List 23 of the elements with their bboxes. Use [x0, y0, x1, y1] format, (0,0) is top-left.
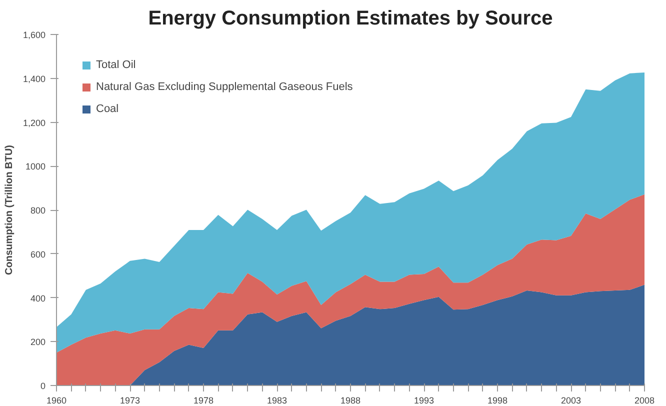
x-tick-label: 1973: [120, 396, 140, 406]
y-tick-label: 0: [40, 381, 46, 391]
chart-title: Energy Consumption Estimates by Source: [148, 8, 553, 30]
y-tick-label: 400: [30, 293, 46, 304]
y-tick-label: 1,200: [22, 118, 46, 128]
y-tick-label: 200: [30, 337, 46, 348]
x-tick-label: 2008: [634, 396, 655, 406]
x-tick-label: 2003: [560, 396, 582, 406]
legend-label: Total Oil: [96, 59, 136, 71]
y-axis-title: Consumption (Trillion BTU): [4, 145, 15, 275]
x-tick-label: 1998: [487, 396, 508, 406]
y-tick-label: 1,400: [22, 74, 46, 84]
x-tick-label: 1983: [266, 396, 288, 406]
x-tick-label: 1978: [193, 396, 214, 406]
y-tick-label: 1,600: [22, 30, 46, 40]
x-tick-label: 1988: [340, 396, 361, 406]
y-tick-label: 1000: [25, 162, 46, 172]
legend-label: Coal: [96, 103, 119, 115]
y-tick-label: 600: [30, 249, 46, 260]
y-tick-label: 800: [30, 206, 46, 216]
legend-label: Natural Gas Excluding Supplemental Gaseous Fuels: [96, 81, 353, 93]
x-tick-label: 1960: [46, 396, 67, 406]
x-tick-label: 1993: [414, 396, 434, 406]
